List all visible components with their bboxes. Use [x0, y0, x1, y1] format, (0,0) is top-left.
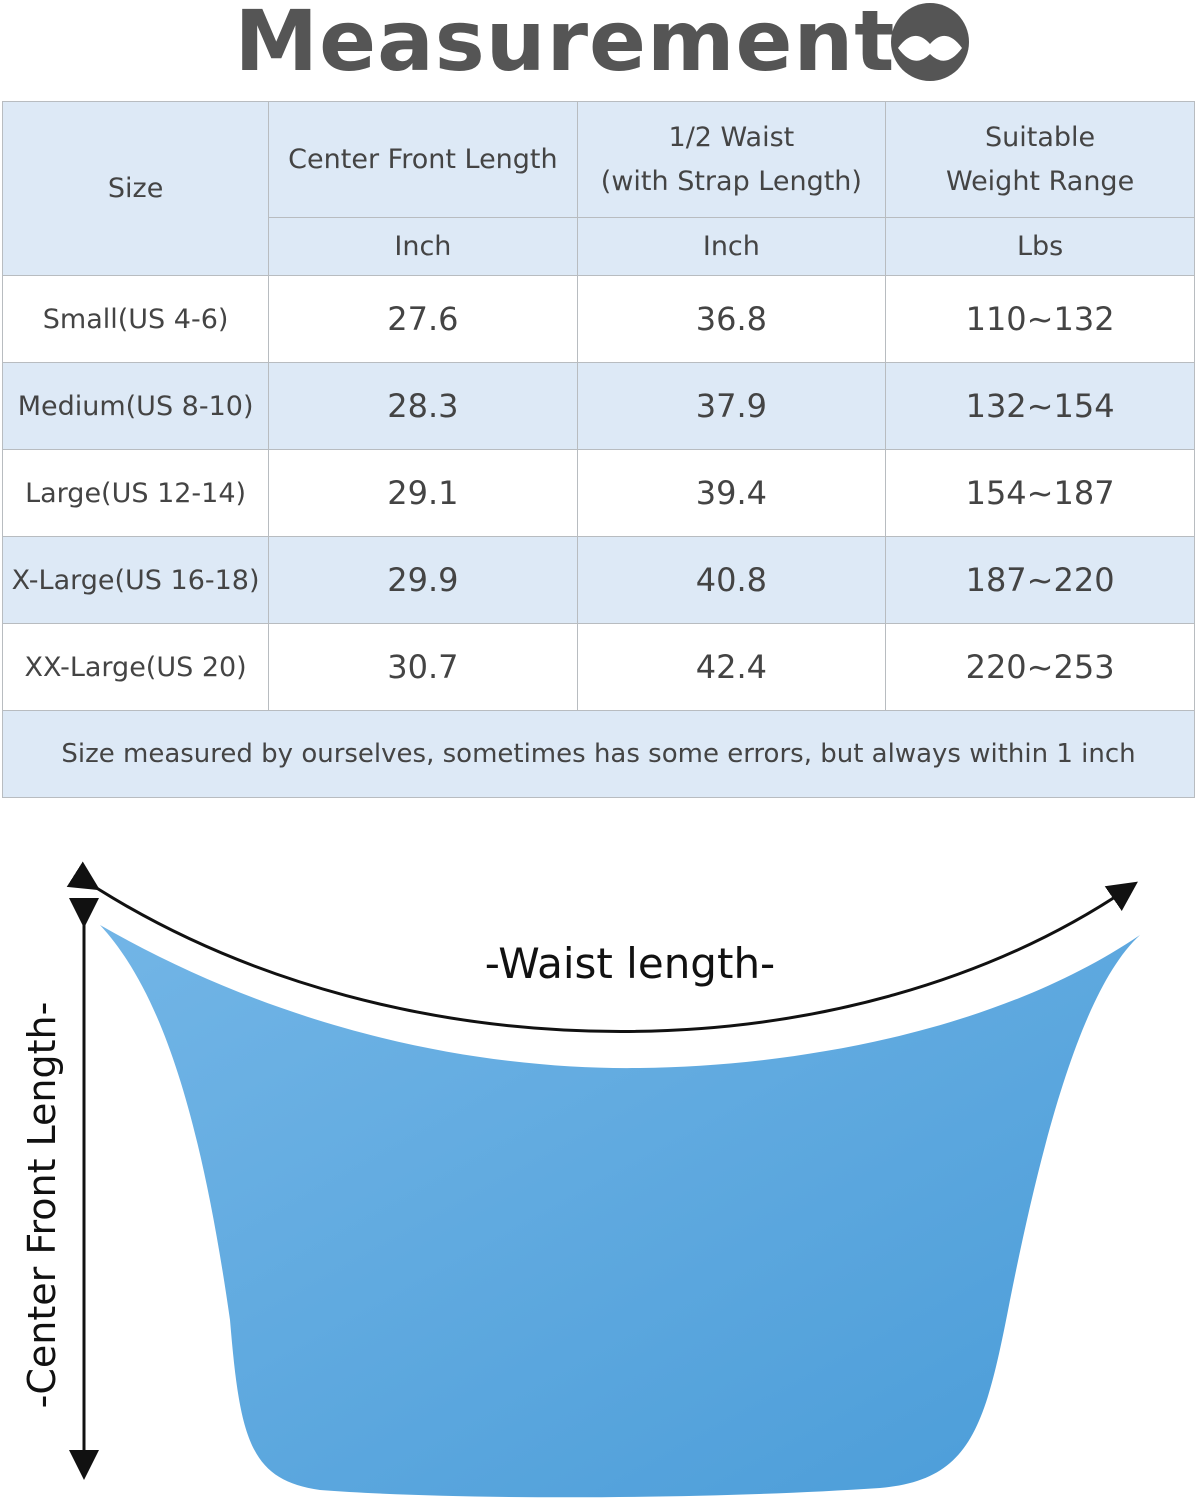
- note-row: Size measured by ourselves, sometimes ha…: [2, 710, 1195, 798]
- value-cell: 28.3: [268, 362, 578, 450]
- value-cell: 40.8: [576, 536, 887, 624]
- unit-label: Inch: [268, 217, 578, 276]
- logo: [891, 3, 969, 81]
- value-cell: 37.9: [576, 362, 887, 450]
- size-cell: Small(US 4-6): [1, 275, 270, 363]
- value-cell: 154~187: [885, 449, 1195, 537]
- unit-row: Inch Inch Lbs: [3, 217, 1195, 276]
- note: Size measured by ourselves, sometimes ha…: [2, 710, 1195, 798]
- value-cell: 39.4: [576, 449, 887, 537]
- header-line: Size: [107, 172, 164, 204]
- size-table: Size Center Front Length 1/2 Waist (with St…: [1, 101, 1195, 798]
- size-row: Small(US 4-6) 27.6 36.8 110~132: [1, 275, 1195, 363]
- size-cell: XX-Large(US 20): [1, 623, 270, 711]
- column-header: Suitable Weight Range: [885, 101, 1195, 218]
- value-cell: 187~220: [885, 536, 1195, 624]
- header-row: Size Center Front Length 1/2 Waist (with St…: [1, 101, 1195, 276]
- size-cell: X-Large(US 16-18): [1, 536, 270, 624]
- unit-label: Inch: [576, 217, 887, 276]
- value-cell: 42.4: [576, 623, 887, 711]
- value-cell: 132~154: [885, 362, 1195, 450]
- header-line: Suitable: [985, 121, 1096, 153]
- header-line: (with Strap Length): [600, 165, 862, 197]
- size-row: Medium(US 8-10) 28.3 37.9 132~154: [1, 362, 1195, 450]
- header-line: Weight Range: [945, 165, 1135, 197]
- value-cell: 36.8: [576, 275, 887, 363]
- value-cell: 27.6: [268, 275, 578, 363]
- length-label: -Center Front Length-: [20, 1002, 64, 1409]
- size-row: Large(US 12-14) 29.1 39.4 154~187: [1, 449, 1195, 537]
- column-header: 1/2 Waist (with Strap Length): [576, 101, 887, 218]
- value-cell: 30.7: [268, 623, 578, 711]
- size-cell: Large(US 12-14): [1, 449, 270, 537]
- header-line: 1/2 Waist: [668, 121, 795, 153]
- value-cell: 110~132: [885, 275, 1195, 363]
- logo-mark: [898, 35, 962, 61]
- size-row: X-Large(US 16-18) 29.9 40.8 187~220: [1, 536, 1195, 624]
- column-header: Size: [1, 101, 270, 276]
- column-header: Center Front Length: [268, 101, 578, 218]
- unit-label: Lbs: [885, 217, 1195, 276]
- header-line: Center Front Length: [288, 143, 558, 175]
- waist-label: -Waist length-: [485, 939, 775, 988]
- waist-arrow: [66, 861, 1138, 1033]
- title: Measurement: [234, 0, 896, 90]
- size-row: XX-Large(US 20) 30.7 42.4 220~253: [1, 623, 1195, 711]
- garment: [100, 925, 1140, 1498]
- value-cell: 220~253: [885, 623, 1195, 711]
- value-cell: 29.1: [268, 449, 578, 537]
- size-cell: Medium(US 8-10): [1, 362, 270, 450]
- value-cell: 29.9: [268, 536, 578, 624]
